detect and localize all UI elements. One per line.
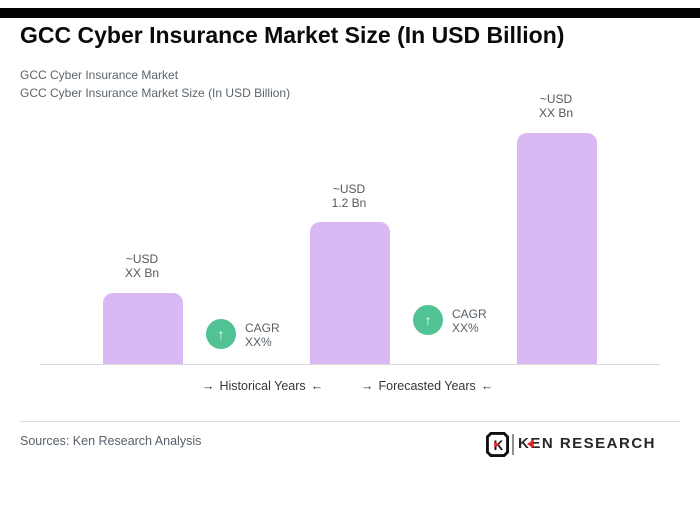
right-arrow-icon: →: [361, 379, 374, 393]
bar-forecasted: [517, 133, 597, 364]
sources-text: Sources: Ken Research Analysis: [20, 434, 202, 448]
footer-divider: [20, 421, 680, 422]
logo-divider: [512, 433, 514, 455]
cagr-label: CAGR XX%: [245, 321, 280, 349]
page-title: GCC Cyber Insurance Market Size (In USD …: [20, 22, 565, 48]
axis-segment-forecasted: → Forecasted Years ←: [356, 379, 498, 395]
bar-historical: [103, 293, 183, 364]
bar-value-label: ~USD XX Bn: [538, 92, 574, 120]
left-arrow-icon: ←: [310, 379, 324, 393]
logo-wordmark: KEN RESEARCH: [518, 435, 657, 452]
top-black-bar: [0, 8, 700, 18]
cagr-label: CAGR XX%: [452, 307, 487, 335]
chart-subtitle-line2: GCC Cyber Insurance Market Size (In USD …: [20, 86, 291, 100]
axis-segment-label: Forecasted Years: [378, 379, 476, 393]
cagr-up-icon: ↑: [413, 305, 443, 335]
svg-text:K: K: [494, 437, 504, 452]
axis-segment-historical: → Historical Years ←: [197, 379, 328, 395]
cagr-up-icon: ↑: [206, 319, 236, 349]
bar-value-label: ~USD XX Bn: [124, 252, 160, 280]
bar-value-label: ~USD 1.2 Bn: [331, 182, 367, 210]
left-arrow-icon: ←: [480, 379, 494, 393]
logo-k-red-triangle-icon: [527, 440, 533, 448]
axis-segment-label: Historical Years: [219, 379, 306, 393]
bar-current: [310, 222, 390, 364]
x-axis-line: [40, 364, 660, 365]
ken-research-logo-icon: K: [486, 431, 509, 457]
right-arrow-icon: →: [202, 379, 215, 393]
ken-research-logo: K KEN RESEARCH: [486, 431, 656, 457]
chart-subtitle-line1: GCC Cyber Insurance Market: [20, 68, 179, 82]
